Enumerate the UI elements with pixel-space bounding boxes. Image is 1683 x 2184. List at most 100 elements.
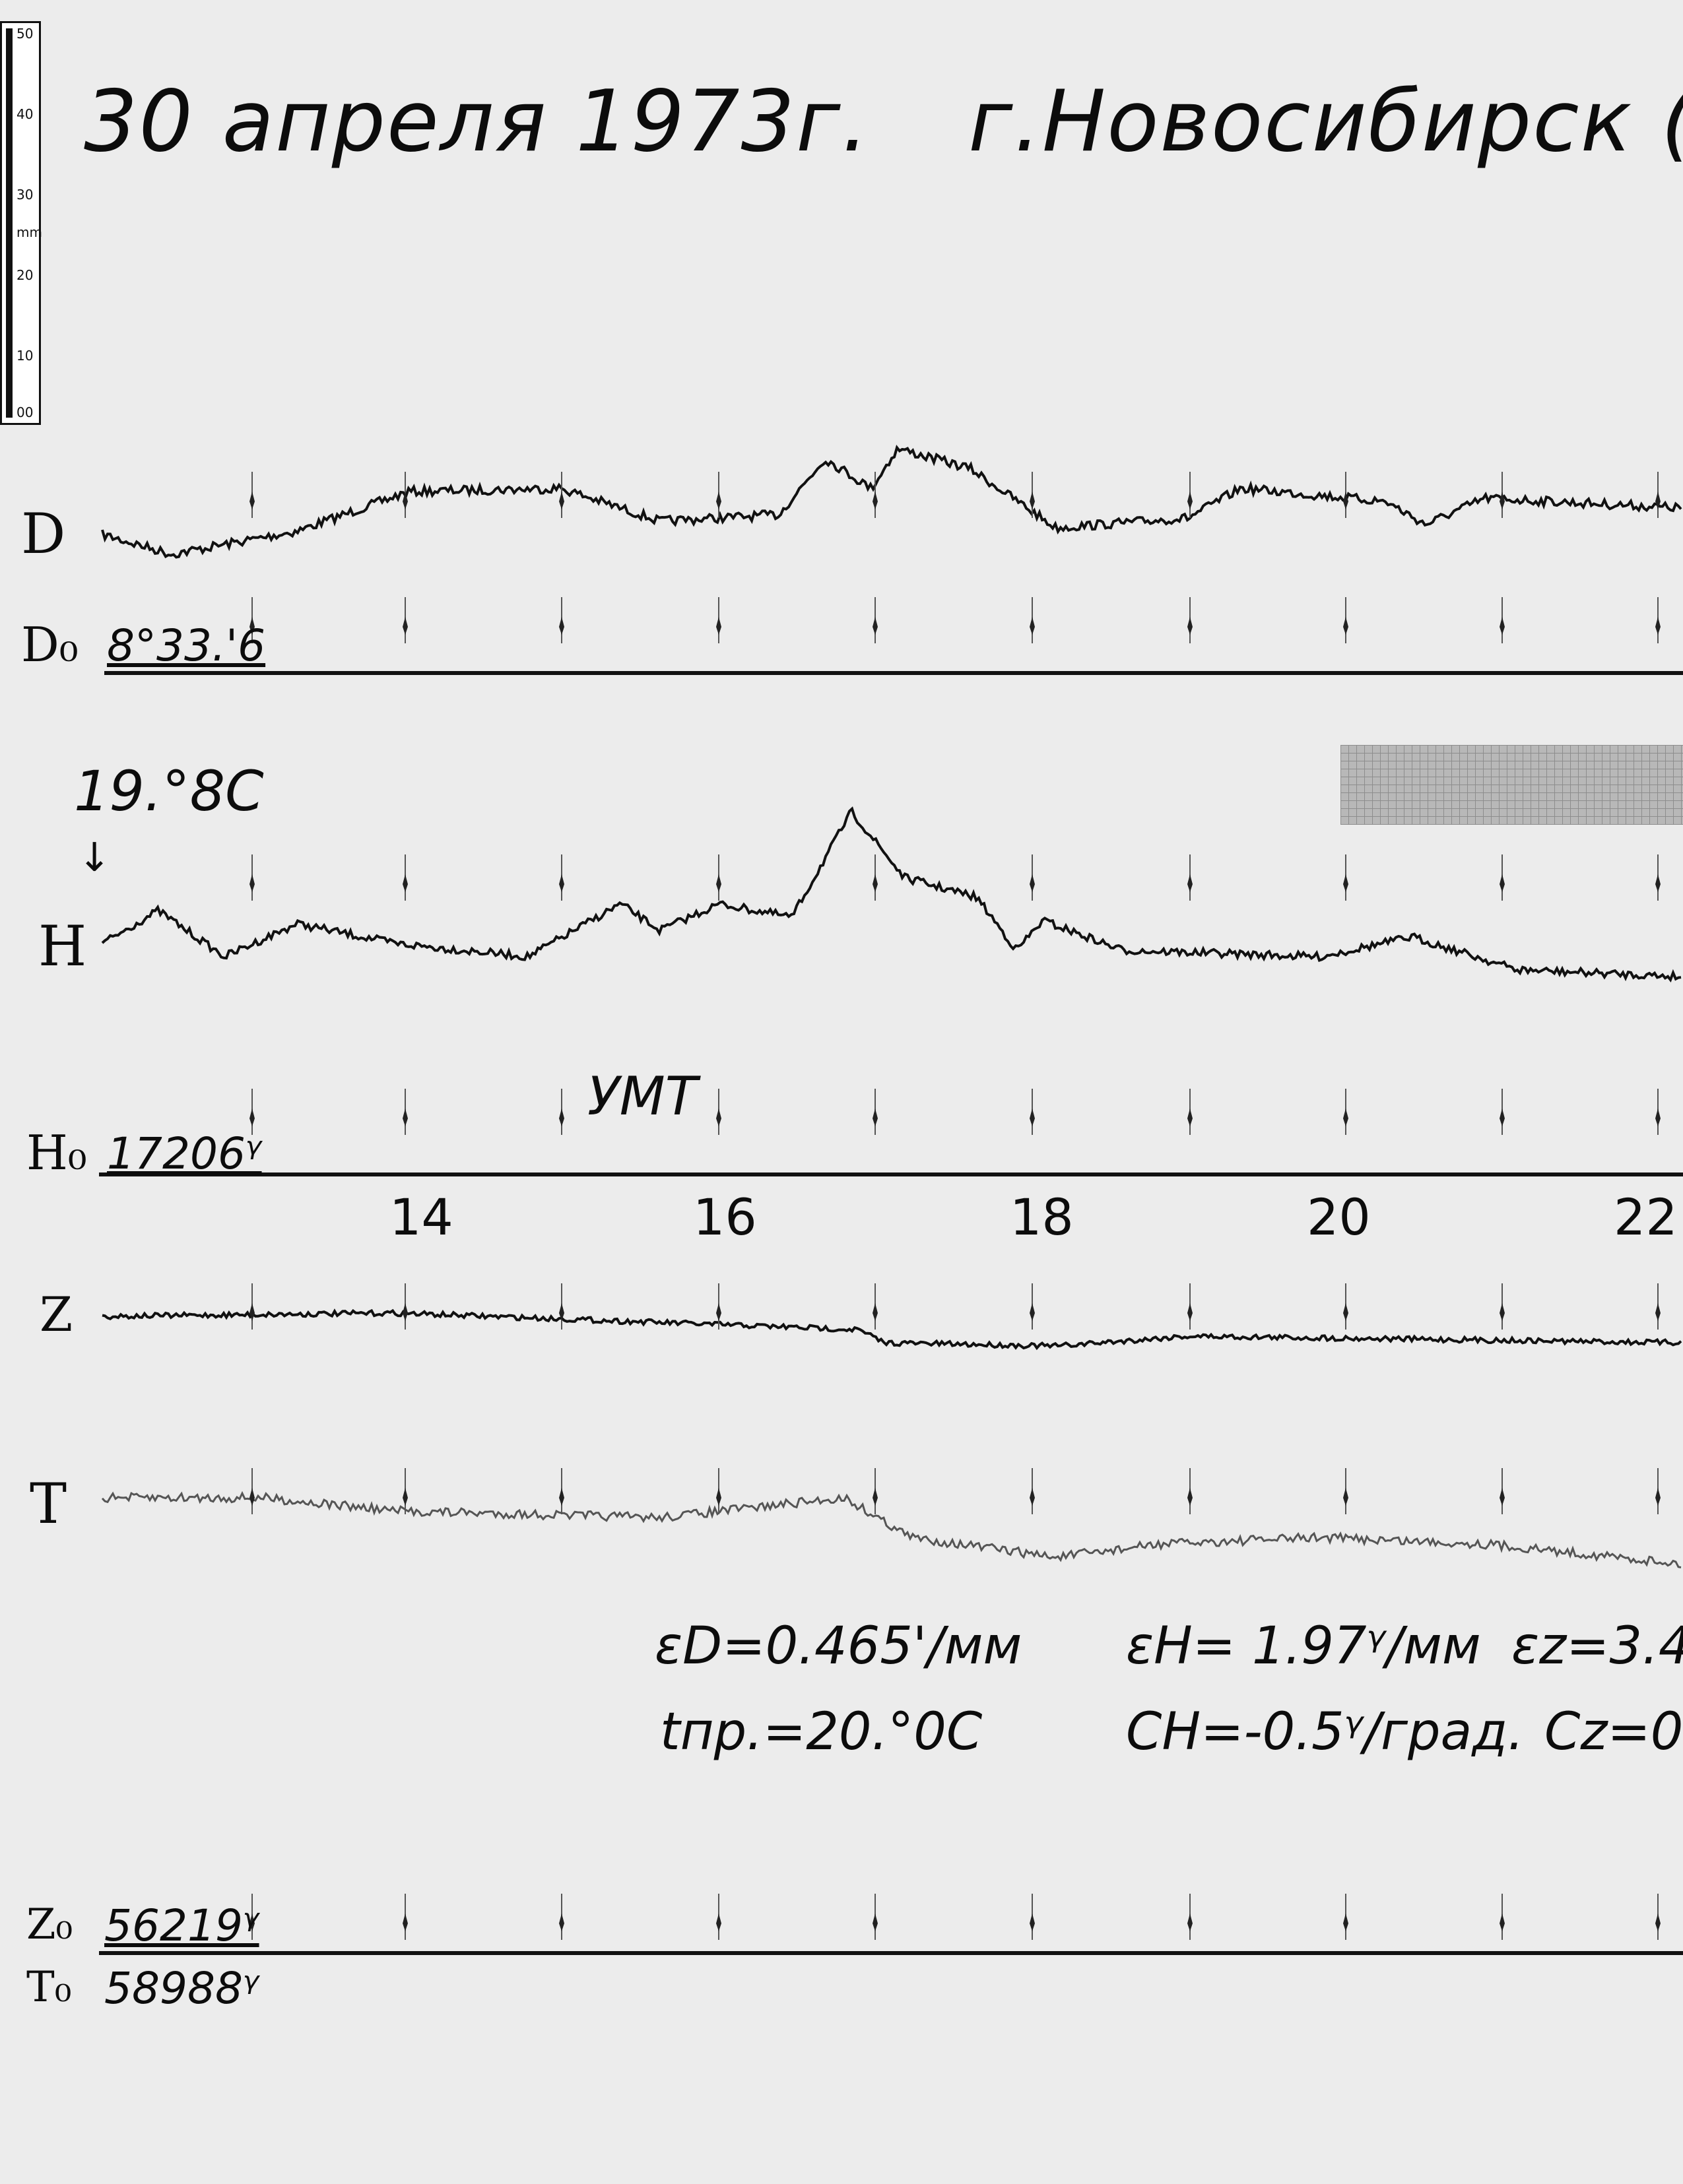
t-trace	[101, 1491, 1682, 1568]
hour-tick-mark	[1187, 1913, 1193, 1931]
hour-tick-mark	[873, 1488, 878, 1506]
hour-tick-mark	[873, 492, 878, 509]
hour-tick-mark	[1655, 1913, 1661, 1931]
hour-tick-mark	[1030, 1303, 1035, 1321]
hour-tick-mark	[716, 1108, 721, 1126]
hour-tick-mark	[1500, 492, 1505, 509]
hour-tick-mark	[873, 1913, 878, 1931]
z-channel-label: Z	[40, 1287, 73, 1342]
hour-label: 20	[1307, 1188, 1371, 1246]
hour-tick-mark	[249, 617, 255, 635]
h-temperature: 19.°8C	[74, 759, 264, 823]
hour-tick-mark	[403, 617, 408, 635]
hour-tick-mark	[1030, 1913, 1035, 1931]
hour-tick-mark	[403, 1913, 408, 1931]
d-baseline-value: 8°33.'6	[107, 620, 266, 671]
hour-tick-mark	[559, 1108, 564, 1126]
eps-z: εz=3.4	[1511, 1617, 1683, 1676]
ruler-tick: 50	[16, 26, 34, 42]
ruler-unit: mm	[16, 224, 42, 240]
hour-tick-mark	[249, 1108, 255, 1126]
hour-tick-mark	[1187, 1488, 1193, 1506]
hour-tick-mark	[873, 1108, 878, 1126]
hour-tick-mark	[716, 492, 721, 509]
d-trace	[101, 444, 1682, 559]
hour-tick-mark	[559, 492, 564, 509]
hour-tick-mark	[716, 1913, 721, 1931]
hour-tick-mark	[873, 617, 878, 635]
hour-tick-mark	[716, 617, 721, 635]
hour-tick-mark	[1343, 874, 1348, 892]
hour-tick-mark	[873, 874, 878, 892]
hour-tick-mark	[1500, 1303, 1505, 1321]
hour-tick-mark	[1343, 1303, 1348, 1321]
hour-tick-mark	[403, 1303, 408, 1321]
hour-label: 18	[1010, 1188, 1074, 1246]
hour-tick-mark	[403, 1108, 408, 1126]
hour-tick-mark	[1187, 1108, 1193, 1126]
hour-tick-mark	[1343, 1913, 1348, 1931]
hour-tick-mark	[1655, 617, 1661, 635]
c-z: Cz=0	[1544, 1702, 1683, 1762]
hour-tick-mark	[716, 874, 721, 892]
hour-tick-mark	[1500, 1108, 1505, 1126]
hour-tick-mark	[403, 874, 408, 892]
hour-tick-mark	[403, 492, 408, 509]
record-date: 30 апреля 1973г.	[84, 73, 870, 171]
hour-tick-mark	[403, 1488, 408, 1506]
station-name: г.Новосибирск (К	[968, 73, 1683, 171]
h-channel-label: H	[38, 914, 87, 979]
scale-ruler: 50 40 30 mm 20 10 00	[0, 21, 42, 425]
hour-tick-mark	[1500, 1913, 1505, 1931]
hour-label: 16	[693, 1188, 757, 1246]
hour-tick-mark	[249, 1303, 255, 1321]
hour-tick-mark	[1655, 1303, 1661, 1321]
time-axis-label: УМТ	[587, 1066, 698, 1127]
hour-tick-mark	[1030, 1488, 1035, 1506]
hour-tick-mark	[1655, 1108, 1661, 1126]
z-baseline-label: Z₀	[26, 1900, 73, 1949]
h-trace	[101, 806, 1682, 983]
hour-tick-mark	[1030, 1108, 1035, 1126]
ruler-tick: 40	[16, 106, 34, 122]
eps-h: εH= 1.97ᵞ/мм	[1126, 1617, 1481, 1676]
ruler-tick: 30	[16, 187, 34, 203]
c-h: CH=-0.5ᵞ/град.	[1126, 1702, 1525, 1762]
hour-tick-mark	[1030, 874, 1035, 892]
ruler-tick: 20	[16, 267, 34, 283]
hour-tick-mark	[873, 1303, 878, 1321]
ruler-tick: 00	[16, 404, 34, 420]
h-baseline-value: 17206ᵞ	[107, 1128, 262, 1179]
h-baseline-label: H₀	[26, 1125, 87, 1180]
d-baseline-label: D₀	[21, 617, 79, 672]
t-baseline-value: 58988ᵞ	[104, 1963, 259, 2014]
hour-tick-mark	[559, 874, 564, 892]
calibration-grid	[1340, 745, 1683, 825]
ruler-tick: 10	[16, 348, 34, 364]
hour-tick-mark	[1187, 1303, 1193, 1321]
hour-tick-mark	[1655, 492, 1661, 509]
z-trace	[102, 1308, 1682, 1351]
hour-tick-mark	[1343, 492, 1348, 509]
z-baseline-value: 56219ᵞ	[104, 1900, 259, 1951]
t-channel-label: T	[30, 1471, 67, 1536]
hour-label: 22	[1614, 1188, 1678, 1246]
hour-label: 14	[389, 1188, 453, 1246]
ruler-bar	[6, 28, 13, 418]
hour-tick-mark	[1500, 874, 1505, 892]
hour-tick-mark	[1655, 1488, 1661, 1506]
hour-tick-mark	[1343, 1108, 1348, 1126]
hour-tick-mark	[249, 1913, 255, 1931]
hour-tick-mark	[716, 1303, 721, 1321]
hour-tick-mark	[249, 492, 255, 509]
eps-d: εD=0.465'/мм	[655, 1617, 1022, 1676]
hour-tick-mark	[1500, 617, 1505, 635]
hour-tick-mark	[1343, 1488, 1348, 1506]
hour-tick-mark	[1030, 492, 1035, 509]
hour-tick-mark	[1655, 874, 1661, 892]
hour-tick-mark	[1500, 1488, 1505, 1506]
hour-tick-mark	[1187, 492, 1193, 509]
arrow-down-icon: ↓	[78, 835, 112, 881]
d-channel-label: D	[21, 501, 66, 566]
